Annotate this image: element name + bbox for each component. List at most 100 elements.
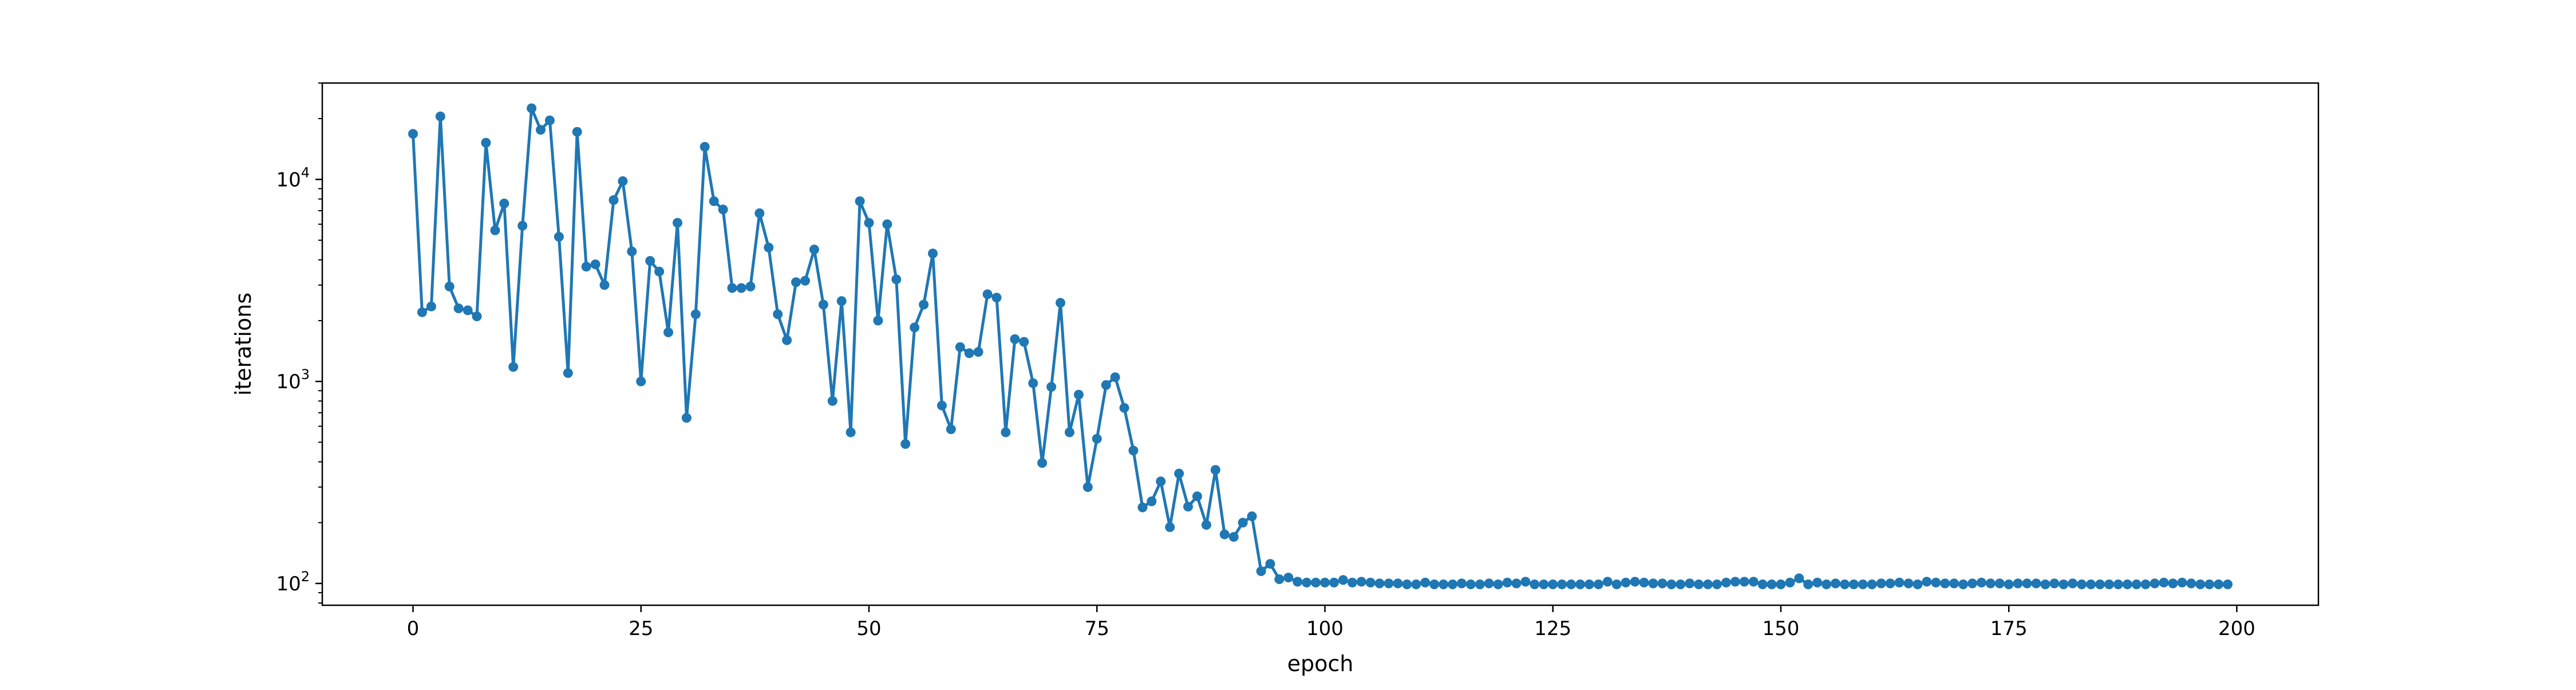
data-point xyxy=(2049,578,2060,589)
data-point xyxy=(882,219,892,230)
data-point xyxy=(1712,579,1722,589)
data-point xyxy=(1958,579,1968,589)
data-point xyxy=(2104,579,2114,589)
data-point xyxy=(1593,579,1603,589)
data-point xyxy=(2186,578,2196,589)
data-point xyxy=(1913,579,1923,589)
data-point xyxy=(1657,578,1668,589)
data-point xyxy=(1201,520,1211,530)
data-point xyxy=(1575,579,1585,589)
data-point xyxy=(1283,573,1294,583)
data-point xyxy=(1019,337,1029,347)
data-point xyxy=(1584,579,1594,589)
data-point xyxy=(599,280,610,290)
data-point xyxy=(1940,578,1950,589)
data-point xyxy=(1484,578,1494,589)
data-point xyxy=(627,246,637,257)
data-point xyxy=(1757,579,1768,589)
x-tick-label: 0 xyxy=(407,617,420,640)
data-point xyxy=(2195,579,2206,589)
data-point xyxy=(2150,578,2160,589)
data-point xyxy=(1848,579,1859,589)
data-point xyxy=(1028,378,1038,388)
x-tick-label: 100 xyxy=(1306,617,1344,640)
data-point xyxy=(1794,573,1804,583)
data-point xyxy=(663,327,673,337)
x-tick-label: 25 xyxy=(629,617,653,640)
data-point xyxy=(700,141,710,152)
data-point xyxy=(964,348,974,358)
data-point xyxy=(581,262,591,272)
y-tick-label: 104 xyxy=(276,164,310,191)
x-axis-label: epoch xyxy=(1287,651,1354,676)
data-point xyxy=(2223,579,2233,589)
data-point xyxy=(709,196,719,206)
data-point xyxy=(1110,372,1120,383)
data-point xyxy=(645,256,655,266)
data-point xyxy=(2077,579,2087,589)
data-point xyxy=(1475,579,1485,589)
y-tick-label: 102 xyxy=(276,569,310,596)
data-point xyxy=(472,312,482,321)
data-point xyxy=(1210,465,1220,475)
data-point xyxy=(1931,577,1941,588)
data-point xyxy=(1137,502,1148,512)
x-tick-label: 75 xyxy=(1085,617,1109,640)
data-point xyxy=(928,249,938,259)
data-point xyxy=(2059,579,2069,589)
data-point xyxy=(1621,577,1631,588)
data-point xyxy=(855,196,865,206)
data-point xyxy=(1739,577,1749,587)
data-point xyxy=(1156,476,1166,487)
data-point xyxy=(517,220,528,231)
data-point xyxy=(1867,579,1877,589)
data-point xyxy=(1785,577,1795,588)
data-point xyxy=(2204,579,2215,589)
data-point xyxy=(1511,578,1522,589)
data-point xyxy=(791,277,801,287)
data-point xyxy=(736,283,746,293)
data-point xyxy=(1320,577,1330,588)
data-point xyxy=(1128,445,1139,456)
data-point xyxy=(1885,578,1895,589)
x-tick-label: 200 xyxy=(2218,617,2255,640)
data-point xyxy=(782,335,792,345)
data-point xyxy=(1356,577,1366,587)
data-point xyxy=(1001,427,1011,437)
data-point xyxy=(1493,579,1503,589)
data-point xyxy=(1192,491,1202,502)
data-point xyxy=(1685,578,1695,589)
data-point xyxy=(1858,579,1868,589)
data-point xyxy=(499,198,509,208)
data-point xyxy=(773,309,783,320)
x-tick-label: 125 xyxy=(1534,617,1571,640)
data-point xyxy=(1831,578,1840,589)
data-point xyxy=(426,301,436,312)
data-point xyxy=(2013,578,2023,589)
data-point xyxy=(1238,518,1248,528)
data-point xyxy=(727,283,737,293)
data-point xyxy=(1767,579,1777,589)
data-point xyxy=(1776,579,1786,589)
data-point xyxy=(1566,579,1577,589)
x-tick-label: 50 xyxy=(856,617,881,640)
plot-area xyxy=(408,103,2233,589)
data-point xyxy=(1922,577,1932,587)
data-point xyxy=(1265,559,1275,569)
data-point xyxy=(2095,579,2105,589)
data-point xyxy=(745,281,756,291)
data-point xyxy=(1520,577,1531,587)
data-point xyxy=(973,347,983,357)
data-point xyxy=(554,232,564,242)
data-point xyxy=(417,307,427,317)
x-tick-label: 175 xyxy=(1990,617,2028,640)
data-point xyxy=(1165,522,1175,533)
data-point xyxy=(1329,577,1339,588)
data-point xyxy=(1630,577,1640,587)
data-point xyxy=(1293,577,1303,587)
data-point xyxy=(1402,579,1412,589)
data-point xyxy=(618,176,628,186)
data-point xyxy=(1530,579,1540,589)
